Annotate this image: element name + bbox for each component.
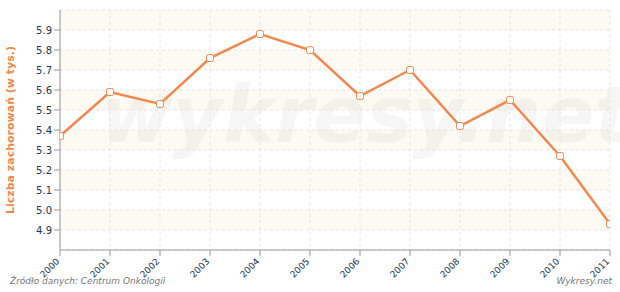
svg-text:5.4: 5.4 — [36, 125, 52, 136]
svg-text:4.9: 4.9 — [36, 225, 52, 236]
svg-text:2007: 2007 — [388, 256, 411, 279]
svg-text:2004: 2004 — [238, 256, 261, 279]
html-text:Źródło danych: Centrum Onkolog: Źródło danych: Centrum Onkologii — [10, 276, 166, 286]
svg-text:2000: 2000 — [38, 256, 62, 280]
svg-text:5.9: 5.9 — [36, 25, 52, 36]
svg-text:5.6: 5.6 — [36, 85, 52, 96]
html-text:Wykresy.net: Wykresy.net — [556, 276, 612, 286]
svg-text:2011: 2011 — [588, 256, 612, 280]
svg-text:5.5: 5.5 — [36, 105, 52, 116]
svg-text:5.1: 5.1 — [36, 185, 52, 196]
svg-text:5.3: 5.3 — [36, 145, 52, 156]
svg-text:2005: 2005 — [288, 256, 311, 279]
svg-text:5.2: 5.2 — [36, 165, 52, 176]
svg-text:2003: 2003 — [188, 256, 211, 279]
svg-text:2001: 2001 — [88, 256, 112, 280]
svg-text:5.0: 5.0 — [36, 205, 52, 216]
svg-text:2010: 2010 — [538, 256, 562, 280]
svg-text:2008: 2008 — [438, 256, 461, 279]
svg-text:2006: 2006 — [338, 256, 361, 279]
svg-text:5.7: 5.7 — [36, 65, 52, 76]
svg-text:2009: 2009 — [488, 256, 511, 279]
svg-text:Liczba zachorowań (w tys.): Liczba zachorowań (w tys.) — [8, 46, 17, 214]
svg-text:2002: 2002 — [138, 256, 162, 280]
svg-text:5.8: 5.8 — [36, 45, 52, 56]
